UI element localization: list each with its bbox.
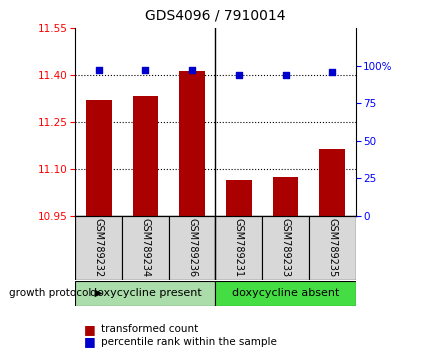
Text: GSM789233: GSM789233 [280, 218, 290, 278]
Text: ■: ■ [84, 335, 95, 348]
Text: percentile rank within the sample: percentile rank within the sample [101, 337, 276, 347]
Bar [261, 216, 308, 280]
Bar [75, 216, 122, 280]
Bar [86, 100, 111, 216]
Bar [215, 216, 261, 280]
Text: GDS4096 / 7910014: GDS4096 / 7910014 [145, 9, 285, 23]
Text: GSM789231: GSM789231 [233, 218, 243, 278]
Bar [132, 96, 158, 216]
Text: GSM789236: GSM789236 [187, 218, 197, 278]
Point [95, 68, 102, 73]
Point [188, 68, 195, 73]
Bar [308, 216, 355, 280]
Bar [122, 216, 169, 280]
Bar [215, 281, 355, 306]
Text: growth protocol ▶: growth protocol ▶ [9, 289, 102, 298]
Bar [225, 180, 251, 216]
Text: doxycycline present: doxycycline present [89, 289, 201, 298]
Point [142, 68, 149, 73]
Point [328, 69, 335, 75]
Text: ■: ■ [84, 323, 95, 336]
Point [281, 72, 288, 78]
Bar [179, 70, 205, 216]
Bar [319, 149, 344, 216]
Text: GSM789232: GSM789232 [94, 218, 104, 278]
Bar [169, 216, 215, 280]
Point [235, 72, 242, 78]
Text: GSM789234: GSM789234 [140, 218, 150, 278]
Bar [75, 281, 215, 306]
Text: transformed count: transformed count [101, 324, 198, 334]
Bar [272, 177, 298, 216]
Text: GSM789235: GSM789235 [326, 218, 336, 278]
Text: doxycycline absent: doxycycline absent [231, 289, 338, 298]
